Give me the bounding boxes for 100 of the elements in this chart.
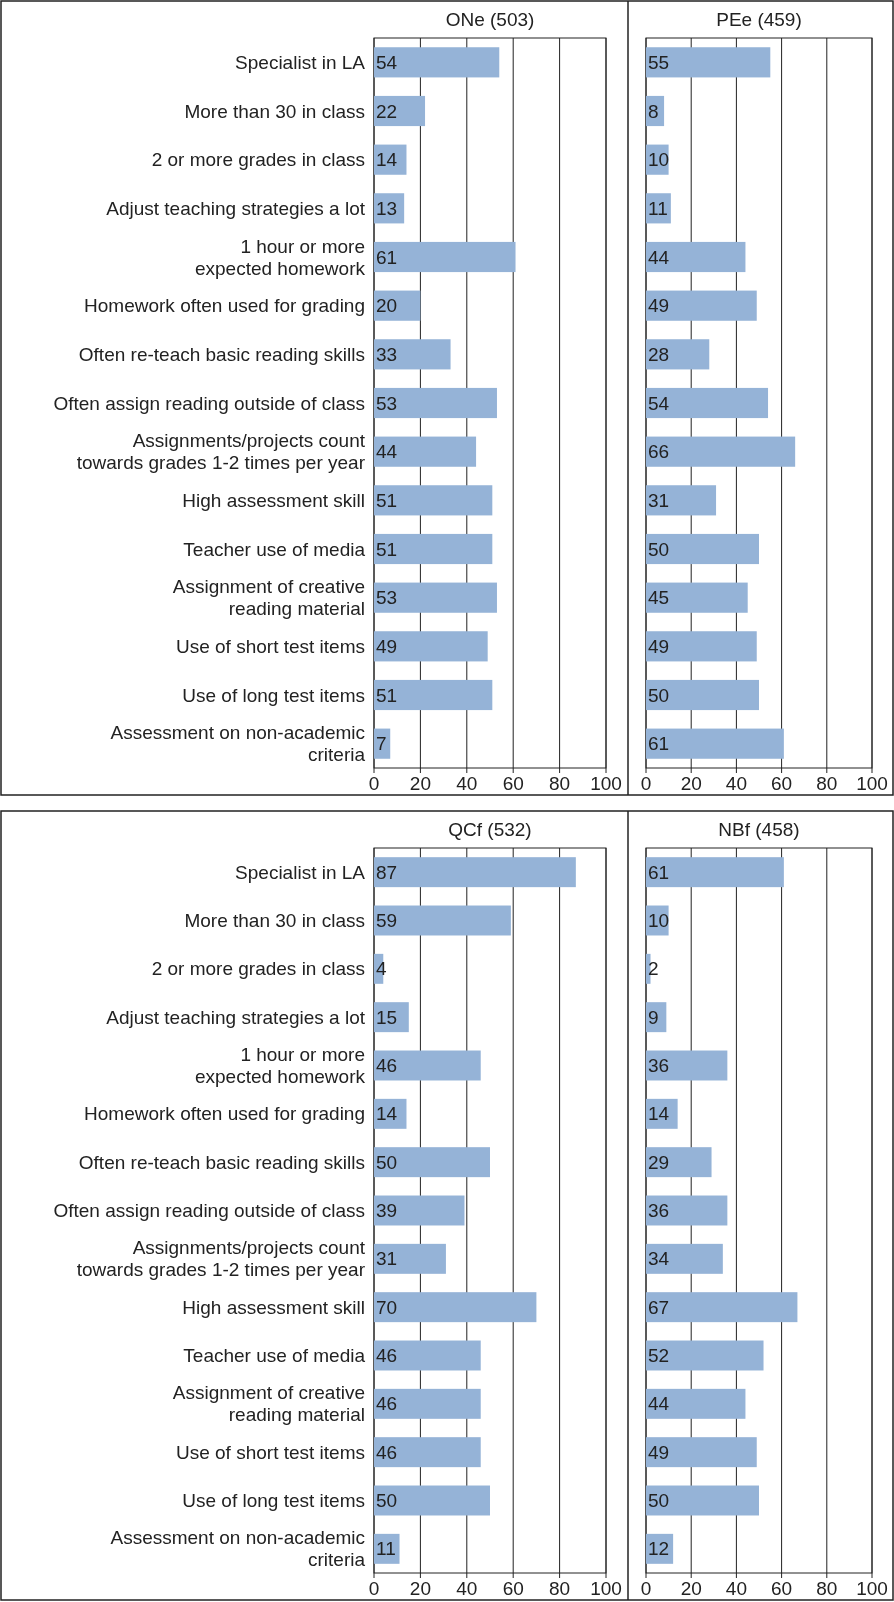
y-tick-label: Adjust teaching strategies a lot [106, 197, 366, 219]
y-tick-label: High assessment skill [182, 1296, 365, 1318]
data-label: 53 [376, 392, 398, 414]
bar [374, 1243, 446, 1274]
chart-title: QCf (532) [448, 819, 532, 840]
bar [646, 47, 771, 78]
data-label: 20 [376, 295, 398, 317]
data-label: 53 [376, 587, 398, 609]
data-label: 31 [648, 489, 670, 511]
data-label: 46 [376, 1393, 398, 1415]
data-label: 31 [376, 1248, 398, 1270]
data-label: 52 [648, 1345, 670, 1367]
data-label: 10 [648, 910, 670, 932]
y-tick-label: Assessment on non-academic criteria [110, 1527, 366, 1571]
bar [374, 1340, 481, 1371]
y-tick-label: Use of short test items [175, 635, 365, 657]
x-tick-label: 100 [590, 773, 622, 794]
y-tick-label: 1 hour or more expected homework [194, 235, 366, 279]
bar [374, 1050, 481, 1081]
data-label: 59 [376, 910, 398, 932]
bar [646, 857, 784, 888]
bar [374, 485, 493, 516]
bar [646, 728, 784, 759]
data-label: 51 [376, 538, 398, 560]
data-label: 66 [648, 441, 670, 463]
bar [646, 533, 759, 565]
y-tick-label: 2 or more grades in class [151, 958, 365, 980]
data-label: 34 [648, 1248, 670, 1270]
bar [646, 290, 757, 321]
data-label: 50 [648, 684, 670, 706]
y-tick-label: Specialist in LA [235, 51, 366, 73]
data-label: 46 [376, 1055, 398, 1077]
bar [646, 241, 746, 273]
data-label: 39 [376, 1200, 398, 1222]
bar [374, 1195, 465, 1226]
y-tick-label: Homework often used for grading [84, 1103, 365, 1125]
x-tick-label: 100 [856, 773, 888, 794]
bar [374, 1292, 537, 1323]
bar [374, 1485, 490, 1516]
y-tick-label: Often assign reading outside of class [53, 392, 365, 414]
y-tick-label: Assignment of creative reading material [172, 1382, 365, 1426]
data-label: 13 [376, 197, 398, 219]
bar [646, 1388, 746, 1419]
chart-title: PEe (459) [716, 9, 802, 30]
x-tick-label: 40 [456, 1578, 478, 1599]
x-tick-label: 20 [680, 1578, 702, 1599]
data-label: 12 [648, 1538, 670, 1560]
x-tick-label: 40 [456, 773, 478, 794]
x-tick-label: 20 [409, 773, 431, 794]
bar [646, 679, 759, 711]
y-tick-label: 1 hour or more expected homework [194, 1044, 366, 1088]
bar [374, 533, 493, 565]
data-label: 51 [376, 489, 398, 511]
x-tick-label: 40 [725, 1578, 747, 1599]
data-label: 49 [648, 1441, 670, 1463]
x-tick-label: 60 [771, 773, 793, 794]
bar [646, 582, 748, 613]
bar [374, 1147, 490, 1178]
data-label: 15 [376, 1006, 398, 1028]
data-label: 14 [376, 149, 398, 171]
y-tick-label: More than 30 in class [184, 100, 365, 122]
data-label: 22 [376, 100, 398, 122]
data-label: 61 [648, 861, 670, 883]
bar [374, 339, 451, 370]
bar [646, 485, 717, 516]
data-label: 46 [376, 1441, 398, 1463]
data-label: 9 [648, 1006, 659, 1028]
x-tick-label: 40 [725, 773, 747, 794]
y-tick-label: High assessment skill [182, 489, 365, 511]
x-tick-label: 80 [816, 773, 838, 794]
data-label: 14 [648, 1103, 670, 1125]
y-tick-label: Often assign reading outside of class [53, 1200, 365, 1222]
y-tick-label: Assignments/projects count towards grades 1-2 times per year [76, 1237, 366, 1281]
data-label: 50 [376, 1151, 398, 1173]
y-tick-label: Use of long test items [182, 684, 365, 706]
data-label: 33 [376, 343, 398, 365]
y-tick-label: More than 30 in class [184, 910, 365, 932]
x-tick-label: 60 [771, 1578, 793, 1599]
chart-title: NBf (458) [718, 819, 800, 840]
data-label: 49 [376, 635, 398, 657]
y-tick-label: Use of long test items [182, 1490, 365, 1512]
bar [646, 1292, 798, 1323]
bar [374, 387, 497, 419]
x-tick-label: 80 [816, 1578, 838, 1599]
chart-title: ONe (503) [445, 9, 535, 30]
y-tick-label: 2 or more grades in class [151, 149, 365, 171]
data-label: 36 [648, 1200, 670, 1222]
data-label: 51 [376, 684, 398, 706]
bar [646, 339, 710, 370]
data-label: 14 [376, 1103, 398, 1125]
x-tick-label: 80 [549, 1578, 571, 1599]
data-label: 11 [648, 197, 668, 219]
y-tick-label: Often re-teach basic reading skills [78, 343, 365, 365]
data-label: 45 [648, 587, 670, 609]
data-label: 61 [648, 733, 670, 755]
bar [374, 679, 493, 711]
bar [646, 1147, 712, 1178]
data-label: 44 [376, 441, 398, 463]
bar [646, 631, 757, 662]
x-tick-label: 100 [856, 1578, 888, 1599]
